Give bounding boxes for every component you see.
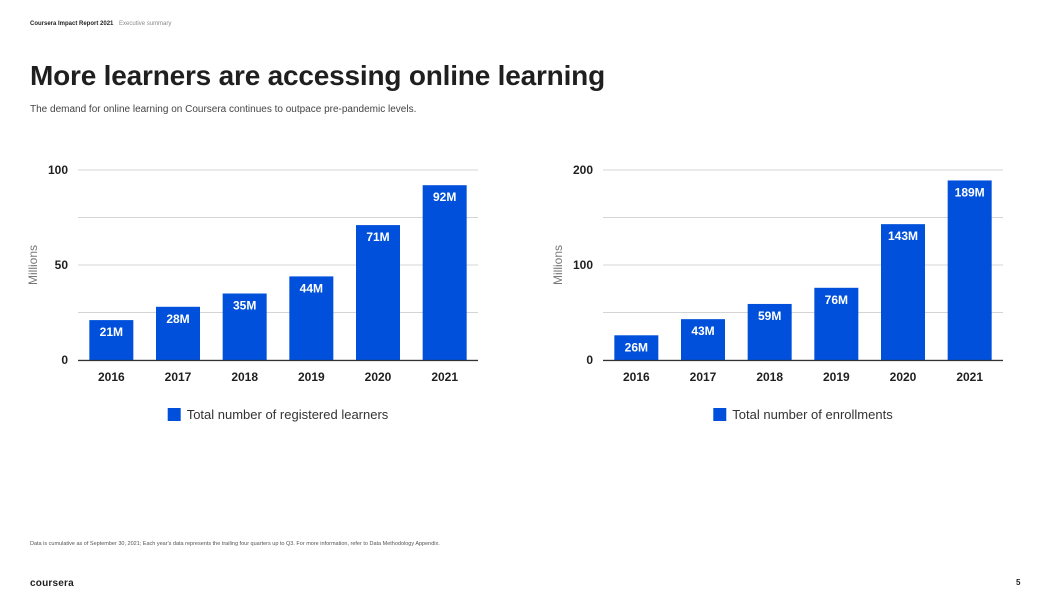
report-name: Coursera Impact Report 2021 — [30, 21, 114, 27]
coursera-logo: coursera — [30, 578, 74, 589]
data-label: 44M — [300, 281, 323, 295]
data-label: 43M — [691, 324, 714, 338]
registered-learners-chart: 0 50 100 Millions 21M 2016 28M 2017 35M 2018 44M 20… — [20, 150, 490, 440]
bar — [681, 319, 725, 360]
chart-svg-registered-learners: 0 50 100 Millions 21M 2016 28M 2017 35M 2018 44M 20… — [26, 163, 478, 422]
x-tick-label: 2016 — [98, 370, 125, 384]
bar — [422, 185, 467, 360]
x-tick-label: 2019 — [298, 370, 325, 384]
report-header: Coursera Impact Report 2021 Executive su… — [30, 21, 171, 27]
legend-label: Total number of enrollments — [732, 407, 893, 422]
x-tick-label: 2016 — [623, 370, 650, 384]
bar — [881, 224, 925, 360]
bar — [156, 306, 200, 360]
data-label: 189M — [955, 185, 985, 199]
page-number: 5 — [1016, 578, 1021, 587]
x-tick-label: 2021 — [956, 370, 983, 384]
legend-label: Total number of registered learners — [187, 407, 389, 422]
enrollments-chart: 0 100 200 Millions 26M 2016 43M 2017 59M 2018 76M 2… — [545, 150, 1015, 440]
bar — [814, 287, 859, 360]
x-tick-label: 2018 — [231, 370, 258, 384]
data-label: 71M — [366, 230, 389, 244]
data-label: 59M — [758, 309, 781, 323]
bar — [289, 276, 334, 360]
x-tick-label: 2017 — [165, 370, 192, 384]
y-axis-label: Millions — [26, 245, 40, 285]
data-label: 28M — [166, 312, 189, 326]
legend: Total number of registered learners — [167, 407, 389, 422]
bar — [747, 303, 792, 360]
y-tick-label: 200 — [573, 163, 593, 177]
data-label: 21M — [100, 325, 123, 339]
page-title: More learners are accessing online learn… — [30, 60, 605, 91]
bar — [222, 293, 267, 360]
bar — [614, 335, 659, 360]
y-tick-label: 50 — [55, 258, 69, 272]
x-tick-label: 2018 — [756, 370, 783, 384]
x-tick-label: 2021 — [431, 370, 458, 384]
page-subtitle: The demand for online learning on Course… — [30, 104, 417, 115]
data-label: 35M — [233, 299, 256, 313]
data-label: 76M — [825, 293, 848, 307]
y-tick-label: 0 — [586, 353, 593, 367]
bar — [356, 225, 400, 360]
section-name: Executive summary — [119, 21, 172, 27]
chart-svg-enrollments: 0 100 200 Millions 26M 2016 43M 2017 59M 2018 76M 2… — [551, 163, 1003, 422]
y-tick-label: 100 — [573, 258, 593, 272]
y-tick-label: 100 — [48, 163, 68, 177]
legend: Total number of enrollments — [713, 407, 893, 422]
x-tick-label: 2017 — [690, 370, 717, 384]
x-tick-label: 2020 — [365, 370, 392, 384]
legend-swatch — [713, 408, 727, 421]
y-tick-label: 0 — [61, 353, 68, 367]
x-tick-label: 2019 — [823, 370, 850, 384]
bar — [89, 320, 134, 360]
bar — [947, 180, 992, 360]
footnote: Data is cumulative as of September 30, 2… — [30, 541, 440, 547]
data-label: 26M — [625, 340, 648, 354]
data-label: 92M — [433, 190, 456, 204]
x-tick-label: 2020 — [890, 370, 917, 384]
data-label: 143M — [888, 229, 918, 243]
y-axis-label: Millions — [551, 245, 565, 285]
legend-swatch — [167, 408, 181, 421]
